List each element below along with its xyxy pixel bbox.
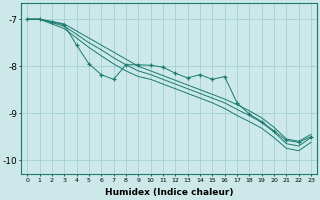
X-axis label: Humidex (Indice chaleur): Humidex (Indice chaleur) — [105, 188, 233, 197]
